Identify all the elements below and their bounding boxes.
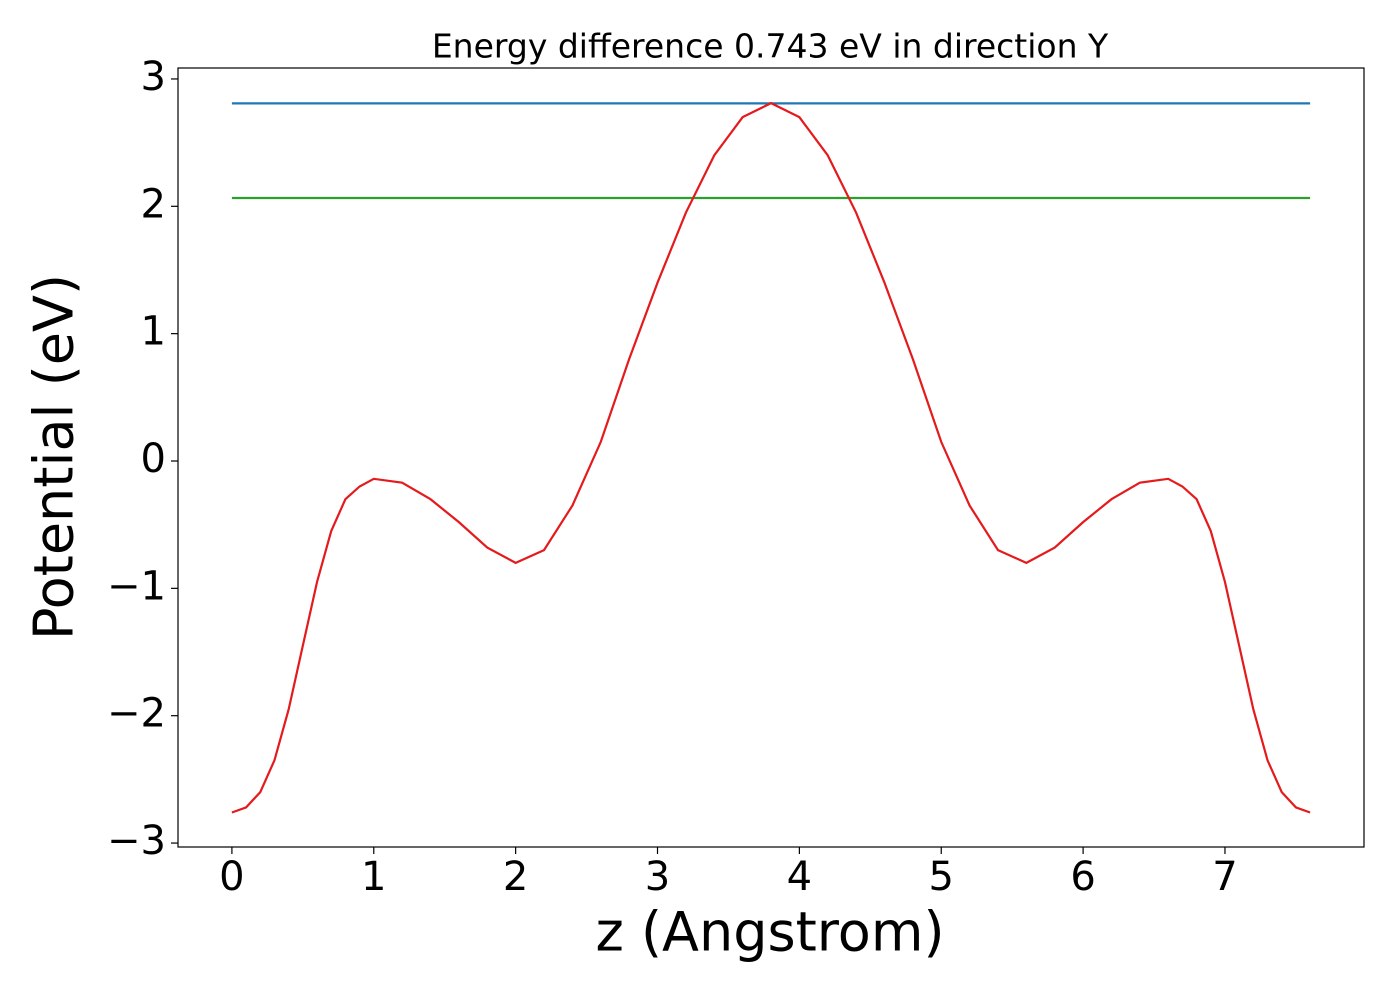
line-series bbox=[231, 101, 1311, 814]
x-tick-label: 2 bbox=[503, 854, 528, 900]
y-tick-label: 0 bbox=[141, 436, 166, 482]
x-tick-label: 0 bbox=[219, 854, 244, 900]
y-tick-label: 2 bbox=[141, 181, 166, 227]
y-tick-label: 1 bbox=[141, 309, 166, 355]
y-axis-label: Potential (eV) bbox=[23, 274, 86, 640]
x-tick-label: 4 bbox=[787, 854, 812, 900]
y-tick-label: −3 bbox=[107, 818, 166, 864]
x-axis-label: z (Angstrom) bbox=[595, 901, 944, 964]
x-tick-label: 3 bbox=[645, 854, 670, 900]
y-tick-label: −2 bbox=[107, 691, 166, 737]
y-tick-label: 3 bbox=[141, 54, 166, 100]
chart-title: Energy difference 0.743 eV in direction … bbox=[432, 27, 1109, 66]
x-tick-label: 6 bbox=[1070, 854, 1095, 900]
x-tick-label: 5 bbox=[929, 854, 954, 900]
y-tick-label: −1 bbox=[107, 563, 166, 609]
x-tick-label: 7 bbox=[1212, 854, 1237, 900]
plot-frame bbox=[177, 67, 1365, 848]
x-tick-label: 1 bbox=[361, 854, 386, 900]
